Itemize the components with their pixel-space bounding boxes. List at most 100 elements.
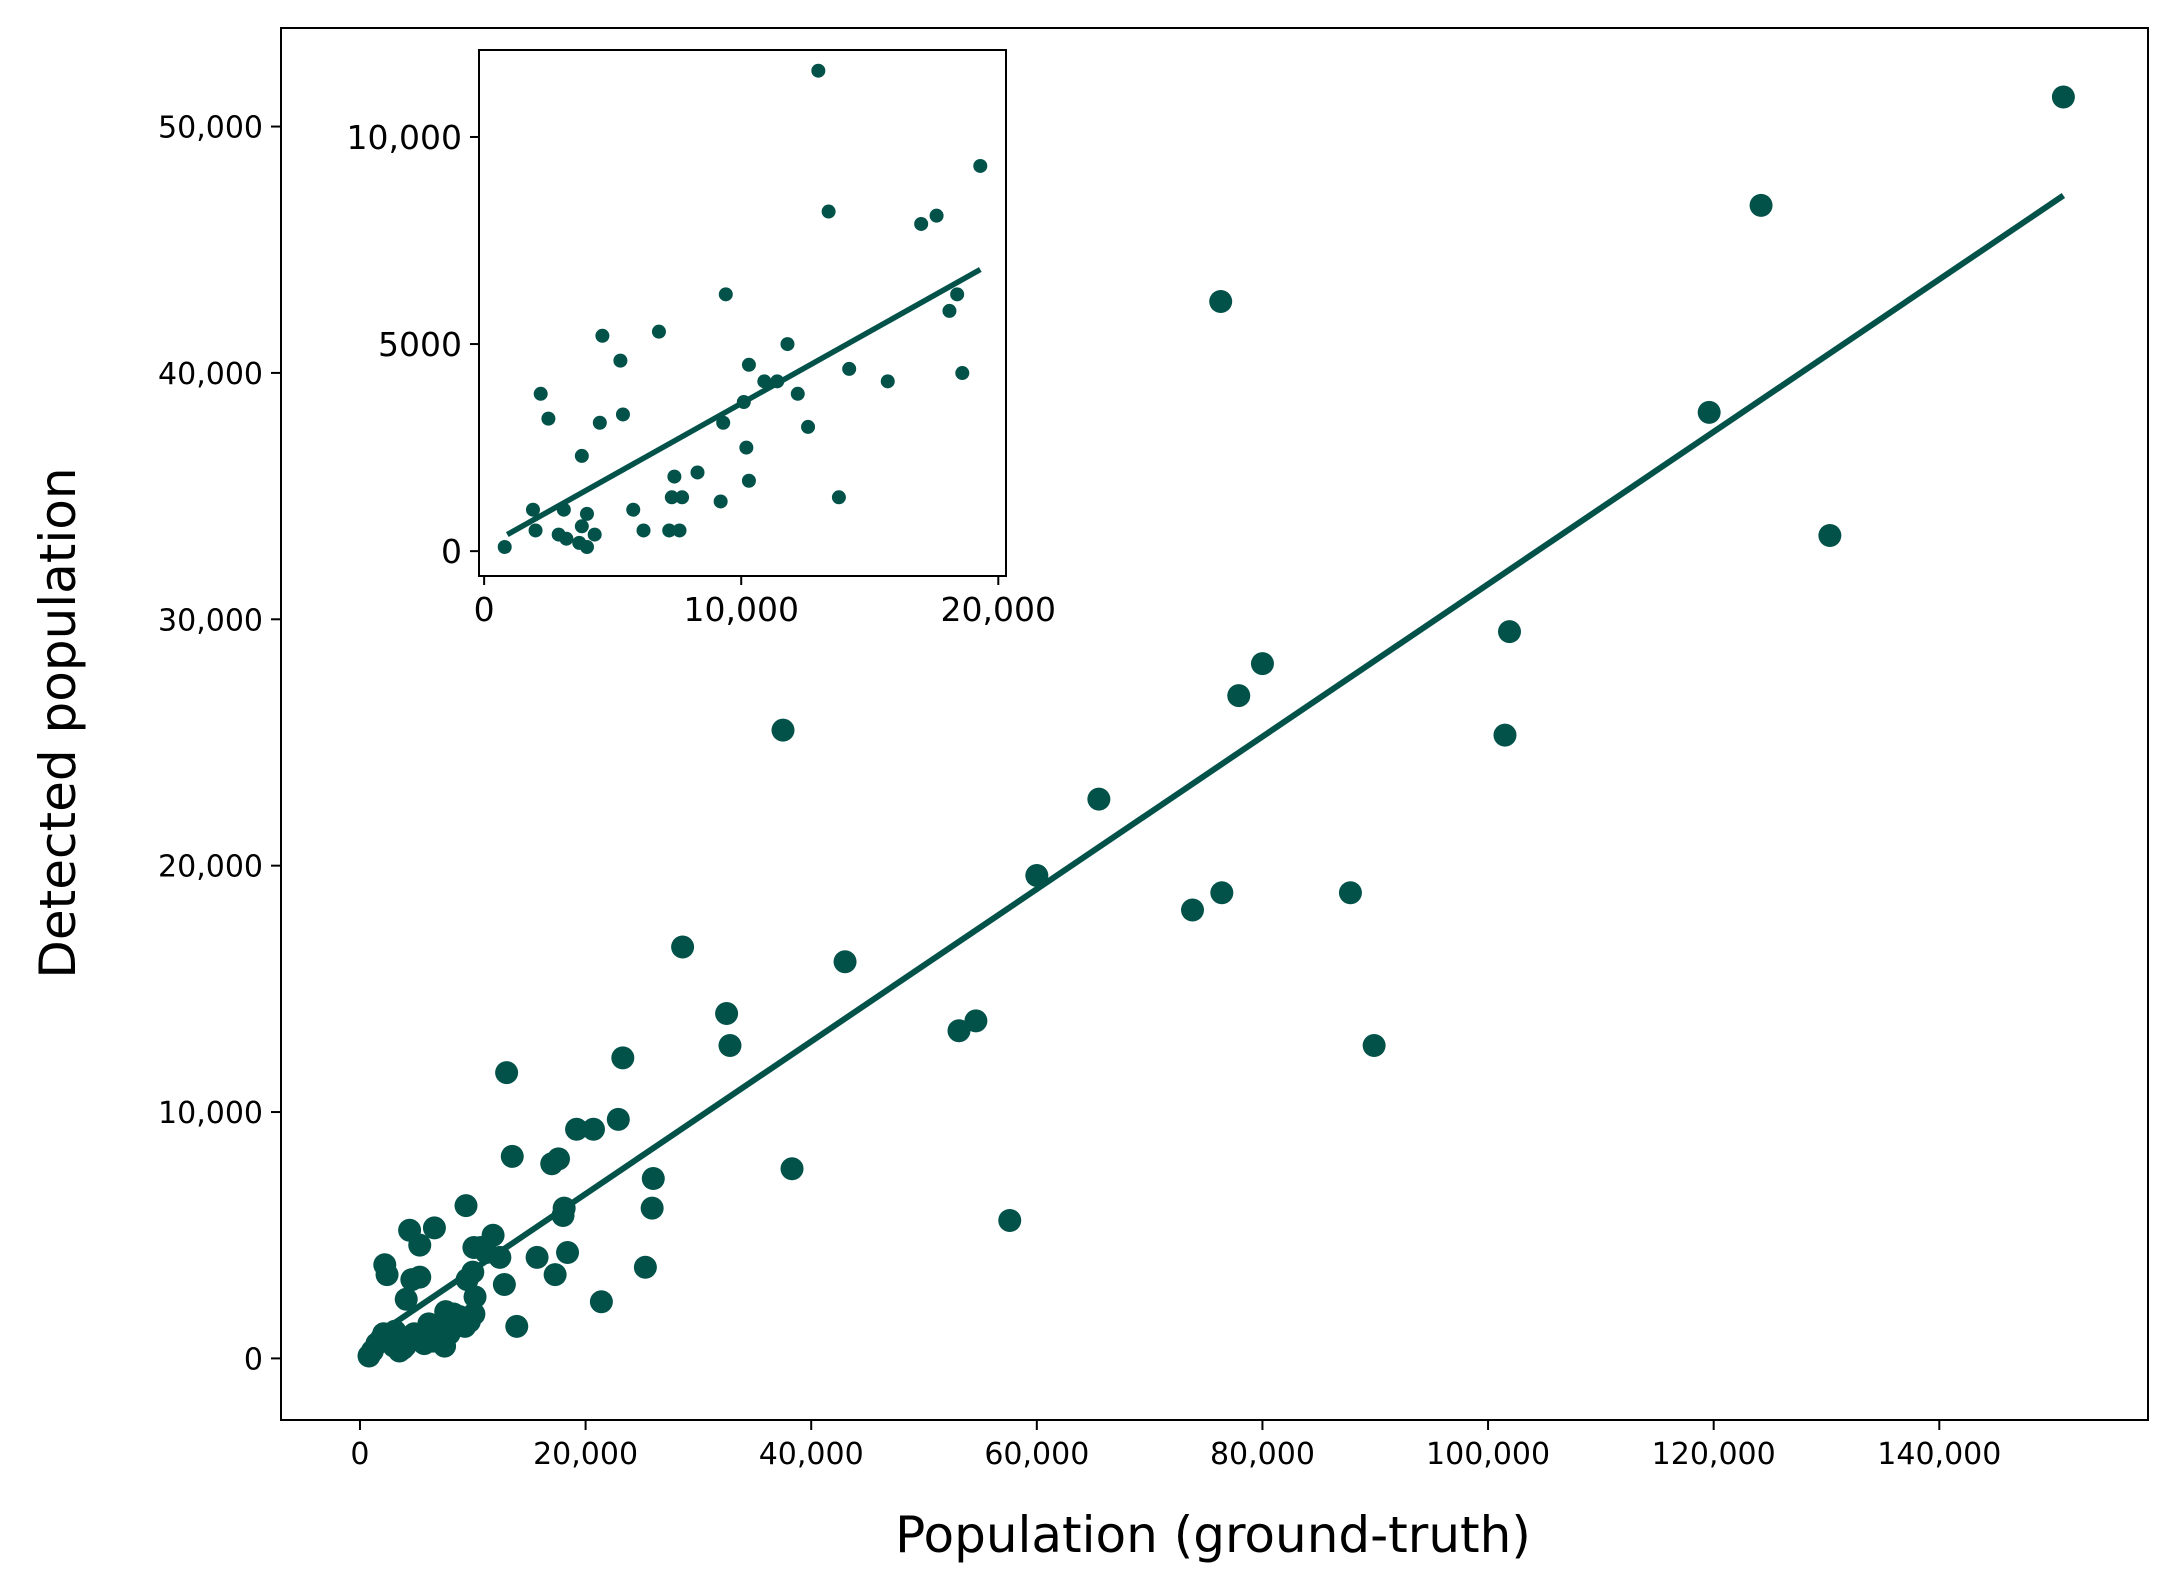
inset-y-tick-label: 0 — [441, 532, 462, 571]
data-point — [373, 1253, 397, 1277]
inset-data-point — [615, 407, 630, 422]
data-point — [1250, 652, 1274, 676]
data-point — [422, 1216, 446, 1240]
data-point — [1493, 723, 1517, 747]
inset-data-point — [587, 527, 602, 542]
inset-data-point — [664, 490, 679, 505]
data-point — [505, 1314, 529, 1338]
inset-background — [479, 50, 1006, 576]
data-point — [606, 1107, 630, 1131]
data-point — [1497, 620, 1521, 644]
inset-data-point — [780, 337, 795, 352]
x-tick-label: 40,000 — [759, 1437, 864, 1472]
inset-data-point — [914, 216, 929, 231]
inset-data-point — [559, 531, 574, 546]
data-point — [1749, 193, 1773, 217]
inset-y-tick-label: 5000 — [378, 325, 462, 364]
data-point — [1087, 787, 1111, 811]
main-plot-marks — [357, 85, 2075, 1368]
data-point — [671, 935, 695, 959]
data-point — [565, 1117, 589, 1141]
y-tick-label: 10,000 — [158, 1096, 263, 1131]
data-point — [543, 1263, 567, 1287]
data-point — [551, 1204, 575, 1228]
data-point — [2051, 85, 2075, 109]
inset-y-tick-label: 10,000 — [347, 118, 462, 157]
data-point — [641, 1167, 665, 1191]
data-point — [357, 1344, 381, 1368]
inset-data-point — [579, 506, 594, 521]
data-point — [500, 1144, 524, 1168]
inset-data-point — [880, 374, 895, 389]
data-point — [1362, 1034, 1386, 1058]
inset-data-point — [528, 523, 543, 538]
y-tick-label: 20,000 — [158, 850, 263, 885]
x-tick-label: 120,000 — [1652, 1437, 1776, 1472]
inset-x-tick-label: 20,000 — [941, 590, 1056, 629]
inset-data-point — [574, 519, 589, 534]
data-point — [771, 718, 795, 742]
data-point — [1181, 898, 1205, 922]
inset-data-point — [842, 361, 857, 376]
inset-data-point — [950, 287, 965, 302]
inset-data-point — [736, 395, 751, 410]
fit-line — [369, 193, 2066, 1342]
inset-data-point — [592, 415, 607, 430]
data-point — [462, 1236, 486, 1260]
x-tick-label: 140,000 — [1877, 1437, 2001, 1472]
y-axis-title: Detected population — [29, 467, 87, 978]
data-point — [398, 1218, 422, 1242]
x-axis-title: Population (ground-truth) — [895, 1506, 1531, 1564]
x-tick-label: 20,000 — [533, 1437, 638, 1472]
data-point — [633, 1255, 657, 1279]
inset-data-point — [973, 158, 988, 173]
inset-data-point — [821, 204, 836, 219]
inset-data-point — [497, 540, 512, 555]
data-point — [455, 1268, 479, 1292]
inset-data-point — [651, 324, 666, 339]
main-plot-axes: 0 20,000 40,000 60,000 80,000 100,000 120,000 1… — [158, 27, 2149, 1472]
inset-plot-frame — [478, 49, 1007, 577]
inset-data-point — [672, 523, 687, 538]
inset-x-tick-label: 10,000 — [683, 590, 798, 629]
data-point — [1697, 400, 1721, 424]
inset-data-point — [626, 502, 641, 517]
y-tick-label: 40,000 — [158, 357, 263, 392]
data-point — [715, 1001, 739, 1025]
x-tick-label: 100,000 — [1426, 1437, 1550, 1472]
data-point — [640, 1196, 664, 1220]
data-point — [1025, 864, 1049, 888]
data-point — [833, 950, 857, 974]
data-point — [1338, 881, 1362, 905]
inset-data-point — [741, 473, 756, 488]
inset-data-point — [713, 494, 728, 509]
x-tick-label: 0 — [350, 1437, 369, 1472]
data-point — [1227, 684, 1251, 708]
data-point — [454, 1194, 478, 1218]
inset-data-point — [739, 440, 754, 455]
data-point — [1209, 289, 1233, 313]
inset-data-point — [556, 502, 571, 517]
x-tick-label: 80,000 — [1210, 1437, 1315, 1472]
inset-data-point — [690, 465, 705, 480]
inset-data-point — [955, 366, 970, 381]
inset-data-point — [770, 374, 785, 389]
y-tick-label: 0 — [244, 1342, 263, 1377]
data-point — [1210, 881, 1234, 905]
data-point — [998, 1208, 1022, 1232]
y-tick-label: 50,000 — [158, 111, 263, 146]
inset-data-point — [541, 411, 556, 426]
data-point — [400, 1268, 424, 1292]
inset-data-point — [613, 353, 628, 368]
inset-data-point — [718, 287, 733, 302]
inset-data-point — [579, 540, 594, 555]
inset-data-point — [790, 386, 805, 401]
data-point — [964, 1009, 988, 1033]
data-point — [718, 1034, 742, 1058]
data-point — [611, 1046, 635, 1070]
inset-data-point — [662, 523, 677, 538]
inset-data-point — [757, 374, 772, 389]
inset-data-point — [667, 469, 682, 484]
